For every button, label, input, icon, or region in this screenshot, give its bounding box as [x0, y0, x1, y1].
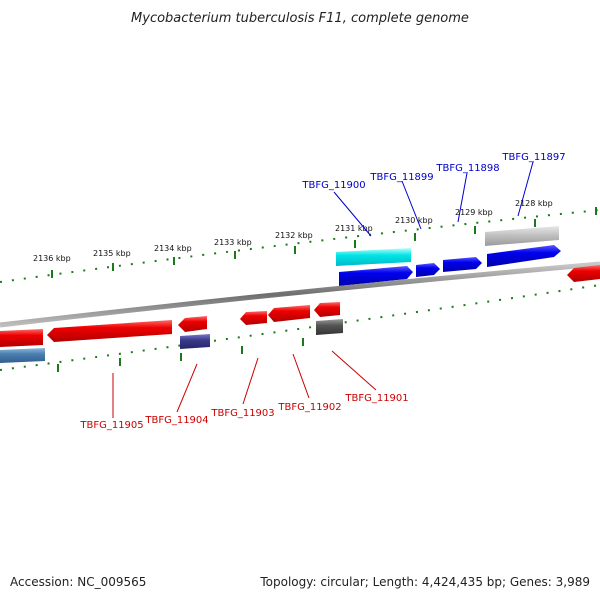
accession-text: Accession: NC_009565 [10, 575, 146, 589]
gene-label-TBFG_11899[interactable]: TBFG_11899 [369, 172, 433, 183]
scale-major-ticks-inner [57, 338, 304, 372]
gene-arrow-TBFG_11902[interactable] [268, 305, 310, 322]
silver-feature[interactable] [485, 226, 559, 246]
scale-label: 2131 kbp [335, 224, 373, 233]
gene-arrow-TBFG_11905[interactable] [47, 320, 172, 342]
gene-arrow-TBFG_11903[interactable] [240, 311, 267, 325]
gene-arrow-TBFG_11899[interactable] [416, 263, 440, 277]
scale-label: 2129 kbp [455, 208, 493, 217]
dark-gray-feature[interactable] [316, 319, 343, 335]
scale-major-ticks-outer [51, 207, 597, 278]
scale-label: 2135 kbp [93, 249, 131, 258]
cyan-feature[interactable] [336, 248, 411, 266]
gene-arrow-TBFG_11901[interactable] [314, 302, 340, 317]
gene-label-TBFG_11902[interactable]: TBFG_11902 [277, 402, 341, 413]
gene-arrow-TBFG_11900[interactable] [339, 266, 413, 286]
gene-label-TBFG_11897[interactable]: TBFG_11897 [501, 152, 565, 163]
steel-feature[interactable] [0, 348, 45, 363]
gene-arrow-right-edge[interactable] [567, 265, 600, 282]
genome-summary-text: Topology: circular; Length: 4,424,435 bp… [259, 575, 590, 589]
scale-label: 2134 kbp [154, 244, 192, 253]
forward-features [336, 226, 561, 286]
gene-arrow-left[interactable] [0, 329, 43, 347]
gene-label-TBFG_11905[interactable]: TBFG_11905 [79, 420, 143, 431]
reverse-features [0, 265, 600, 363]
gene-label-TBFG_11904[interactable]: TBFG_11904 [144, 415, 208, 426]
scale-label: 2136 kbp [33, 254, 71, 263]
gene-arrow-TBFG_11898[interactable] [443, 257, 482, 272]
gene-label-TBFG_11903[interactable]: TBFG_11903 [210, 408, 274, 419]
scale-label: 2133 kbp [214, 238, 252, 247]
scale-label: 2128 kbp [515, 199, 553, 208]
gene-arrow-TBFG_11897[interactable] [487, 245, 561, 267]
map-title: Mycobacterium tuberculosis F11, complete… [131, 11, 469, 26]
gene-label-TBFG_11898[interactable]: TBFG_11898 [435, 163, 499, 174]
navy-feature[interactable] [180, 334, 210, 349]
scale-track-outer [0, 209, 600, 283]
genome-backbone [0, 261, 600, 328]
scale-label: 2132 kbp [275, 231, 313, 240]
gene-label-TBFG_11900[interactable]: TBFG_11900 [301, 180, 365, 191]
forward-label-leaders [333, 161, 534, 237]
scale-label: 2130 kbp [395, 216, 433, 225]
scale-track-inner [0, 284, 600, 371]
gene-label-TBFG_11901[interactable]: TBFG_11901 [344, 393, 408, 404]
gene-arrow-TBFG_11904[interactable] [178, 316, 207, 332]
reverse-label-leaders [112, 350, 377, 418]
